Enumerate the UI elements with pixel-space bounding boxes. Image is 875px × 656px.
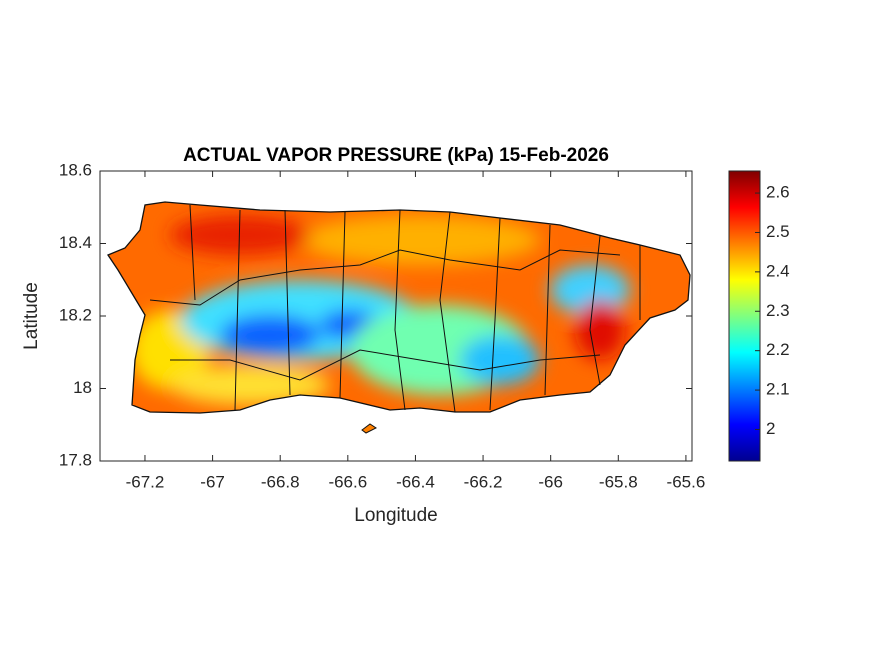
colorbar-tick-label: 2.6 [766, 183, 790, 202]
municipal-borders [149, 204, 641, 413]
x-tick-label: -67.2 [126, 472, 165, 491]
chart-title: ACTUAL VAPOR PRESSURE (kPa) 15-Feb-2026 [183, 145, 609, 166]
x-tick-label: -66.4 [396, 472, 435, 491]
y-tick-label: 18 [73, 378, 92, 397]
colorbar-tick-label: 2.4 [766, 261, 790, 280]
x-tick-label: -65.8 [599, 472, 638, 491]
y-tick-label: 17.8 [59, 450, 92, 469]
colorbar-tick-label: 2.5 [766, 222, 790, 241]
colorbar-tick-label: 2.3 [766, 301, 790, 320]
y-tick-label: 18.4 [59, 233, 92, 252]
y-axis-label: Latitude [21, 282, 42, 350]
x-tick-label: -67 [200, 472, 225, 491]
x-tick-label: -66.2 [464, 472, 503, 491]
small-island [361, 423, 377, 434]
y-tick-label: 18.2 [59, 305, 92, 324]
x-tick-label: -66 [538, 472, 563, 491]
colorbar [728, 170, 761, 462]
x-tick-label: -65.6 [667, 472, 706, 491]
colorbar-tick-label: 2.1 [766, 380, 790, 399]
x-axis-label: Longitude [354, 505, 437, 526]
colorbar-tick-label: 2 [766, 419, 775, 438]
y-tick-label: 18.6 [59, 160, 92, 179]
x-tick-label: -66.6 [328, 472, 367, 491]
x-tick-label: -66.8 [261, 472, 300, 491]
colorbar-tick-label: 2.2 [766, 340, 790, 359]
